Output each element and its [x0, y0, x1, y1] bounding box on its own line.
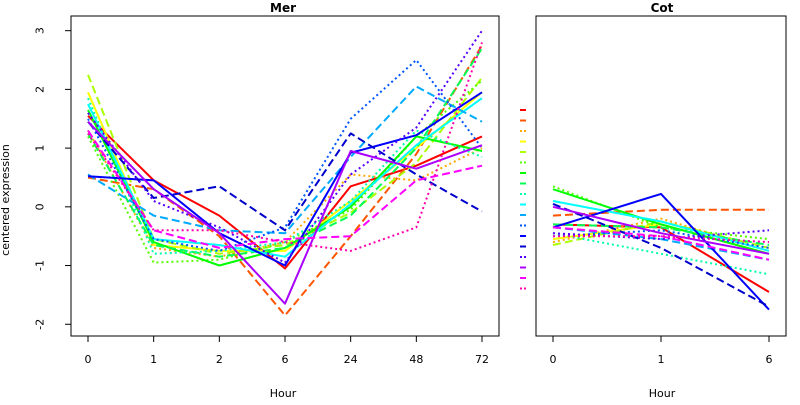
x-axis-label-cot: Hour: [649, 387, 676, 400]
series-line-17: [87, 42, 483, 252]
y-tick-label: 0: [34, 203, 47, 210]
series-line-17: [553, 235, 770, 244]
y-tick-label: -2: [34, 319, 47, 330]
series-line-3: [87, 91, 483, 252]
series-line-8: [87, 97, 483, 255]
x-tick-label: 0: [550, 353, 557, 366]
x-tick-label: 6: [766, 353, 773, 366]
x-tick-label: 48: [409, 353, 423, 366]
series-line-14: [552, 229, 770, 241]
series-line-16: [552, 226, 770, 261]
series-line-10: [87, 85, 483, 235]
x-tick-label: 72: [475, 353, 489, 366]
y-tick-label: 1: [34, 145, 47, 152]
panel-cot: Cot Hour 0 1 6: [535, 1, 787, 400]
series-line-16: [87, 129, 483, 249]
series-line-15: [552, 205, 770, 255]
x-tick-label: 1: [150, 353, 157, 366]
series-line-13: [552, 202, 770, 308]
x-tick-label: 1: [658, 353, 665, 366]
series-line-13: [87, 121, 483, 232]
panel-title-mer: Mer: [270, 1, 296, 15]
panel-title-cot: Cot: [651, 1, 674, 15]
series-line-6: [552, 188, 770, 255]
y-tick-label: 3: [34, 27, 47, 34]
x-tick-label: 0: [85, 353, 92, 366]
y-tick-label: -1: [34, 260, 47, 271]
x-axis-label-mer: Hour: [270, 387, 297, 400]
series-line-8: [552, 232, 770, 276]
panel-mer: Mer Hour 0 1 2 6 24 48 72 -2 -1 0 1 2 3: [34, 1, 526, 400]
series-line-15: [87, 121, 483, 305]
series-line-14: [87, 30, 483, 264]
series-line-12: [87, 91, 483, 267]
x-tick-label: 2: [216, 353, 223, 366]
series-line-1: [552, 208, 769, 217]
x-tick-label: 24: [344, 353, 358, 366]
x-tick-label: 6: [282, 353, 289, 366]
series-line-6: [87, 109, 483, 267]
series-line-9: [87, 97, 483, 258]
y-tick-label: 2: [34, 86, 47, 93]
y-axis-label: centered expression: [0, 144, 12, 256]
